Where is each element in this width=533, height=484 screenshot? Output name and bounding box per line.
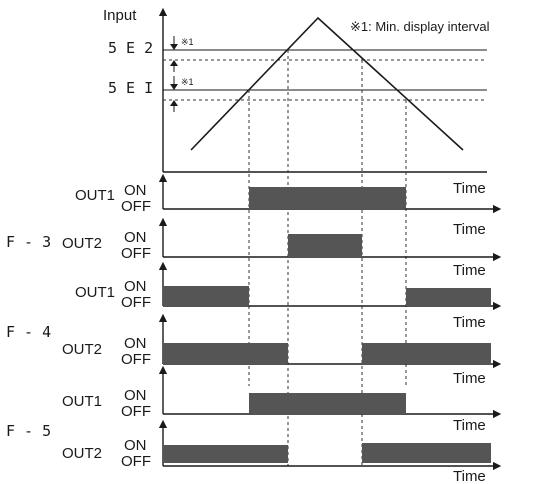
- output-label: OUT1: [75, 284, 115, 301]
- on-label: ON: [124, 278, 147, 295]
- time-label: Time: [453, 468, 486, 484]
- off-label: OFF: [121, 245, 151, 262]
- time-label: Time: [453, 262, 486, 279]
- on-pulse: [163, 286, 249, 306]
- input-graph: Input ※1: Min. display interval 5 Ε 2 5 …: [103, 7, 490, 173]
- on-pulse: [249, 187, 406, 209]
- on-label: ON: [124, 387, 147, 404]
- time-label: Time: [453, 314, 486, 331]
- on-label: ON: [124, 182, 147, 199]
- on-label: ON: [124, 229, 147, 246]
- on-pulse: [362, 343, 491, 364]
- st2-note-mark: ※1: [181, 37, 194, 47]
- output-label: OUT2: [62, 341, 102, 358]
- mode-label-f4: F - 4: [6, 323, 51, 341]
- timing-row-f3-out1: OUT1 ON OFF Time: [75, 173, 502, 215]
- on-pulse: [362, 443, 491, 463]
- timing-row-f4-out2: OUT2 ON OFF Time: [62, 313, 502, 369]
- output-label: OUT2: [62, 235, 102, 252]
- on-pulse: [163, 445, 288, 463]
- off-label: OFF: [121, 294, 151, 311]
- on-label: ON: [124, 437, 147, 454]
- timing-row-f3-out2: OUT2 ON OFF Time: [62, 217, 502, 262]
- mode-label-f5: F - 5: [6, 422, 51, 440]
- timing-row-f5-out1: OUT1 ON OFF Time: [62, 365, 502, 420]
- on-pulse: [249, 393, 406, 414]
- output-label: OUT1: [62, 393, 102, 410]
- on-pulse: [288, 234, 362, 257]
- timing-row-f5-out2: OUT2 ON OFF Time Time: [62, 417, 502, 484]
- output-label: OUT1: [75, 187, 115, 204]
- st1-note-mark: ※1: [181, 77, 194, 87]
- off-label: OFF: [121, 351, 151, 368]
- time-label: Time: [453, 221, 486, 238]
- time-label: Time: [453, 180, 486, 197]
- mode-label-f3: F - 3: [6, 233, 51, 251]
- st1-interval-marker: ※1: [170, 76, 194, 112]
- on-pulse: [163, 343, 288, 364]
- off-label: OFF: [121, 453, 151, 470]
- st1-label: 5 Ε Ι: [108, 79, 153, 97]
- time-label: Time: [453, 417, 486, 434]
- st2-interval-marker: ※1: [170, 36, 194, 72]
- output-label: OUT2: [62, 445, 102, 462]
- off-label: OFF: [121, 198, 151, 215]
- min-display-interval-note: ※1: Min. display interval: [350, 19, 490, 34]
- st2-label: 5 Ε 2: [108, 39, 153, 57]
- on-pulse: [406, 288, 491, 306]
- input-axis-label: Input: [103, 7, 137, 24]
- time-label: Time: [453, 370, 486, 387]
- off-label: OFF: [121, 403, 151, 420]
- on-label: ON: [124, 335, 147, 352]
- input-signal-line: [190, 16, 464, 151]
- timing-row-f4-out1: OUT1 ON OFF Time: [75, 261, 502, 311]
